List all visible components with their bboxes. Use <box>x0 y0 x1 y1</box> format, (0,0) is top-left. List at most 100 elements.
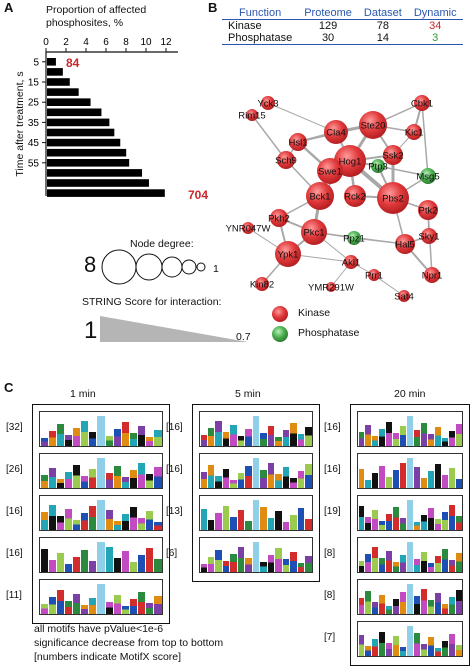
bar <box>47 148 127 157</box>
motif-logo <box>199 411 313 447</box>
x-tick-label: 2 <box>63 37 69 48</box>
node-label: Kic1 <box>405 128 423 139</box>
col-function: Function <box>222 7 299 20</box>
network-node-msg5 <box>420 168 436 184</box>
node-label: Pkh2 <box>268 214 290 225</box>
cell: 30 <box>298 32 358 45</box>
network-node-npr1 <box>424 267 440 283</box>
column-title-20min: 20 min <box>394 388 426 400</box>
x-tick-label: 12 <box>160 37 172 48</box>
motif-logo <box>357 621 463 657</box>
node-label: Sch9 <box>275 156 297 167</box>
motif-logo <box>357 411 463 447</box>
network-node-ynr047w <box>242 222 254 234</box>
cell: 34 <box>429 20 442 32</box>
kinase-legend-icon <box>272 306 288 322</box>
panel-c-letter: C <box>4 380 14 395</box>
network-node-ste20 <box>359 111 387 139</box>
network-node-ssk2 <box>383 145 403 165</box>
function-table-header: Function Proteome Dataset Dynamic <box>222 7 463 20</box>
bar <box>47 169 143 177</box>
motif-logo <box>357 495 463 531</box>
node-label: Pkc1 <box>303 228 324 239</box>
network-edge <box>421 102 429 177</box>
network-node-akl1 <box>344 255 358 269</box>
node-label: Pbs2 <box>382 194 404 205</box>
node-label: Npr1 <box>422 271 443 282</box>
cell: 3 <box>407 32 463 45</box>
motif-logo <box>357 537 463 573</box>
panel-a-title-line2: phosphosites, % <box>46 17 124 29</box>
node-label: Ptp3 <box>368 162 388 173</box>
node-label: Prr1 <box>365 271 383 282</box>
network-node-pbs2 <box>377 182 409 214</box>
cell: Kinase <box>228 20 262 32</box>
col-dynamic: Dynamic <box>407 7 463 20</box>
y-tick-label: 45 <box>28 138 40 149</box>
motif-column-box <box>32 404 170 624</box>
col-dataset: Dataset <box>357 7 408 20</box>
x-tick-label: 0 <box>43 37 49 48</box>
motif-logo <box>199 453 313 489</box>
network-node-ppz1 <box>347 231 361 245</box>
motif-score: [16] <box>166 422 183 433</box>
legend-phosphatase: Phosphatase <box>298 327 360 339</box>
node-label: Yck3 <box>257 99 278 110</box>
network-edge <box>267 102 337 133</box>
bar <box>47 78 70 86</box>
legend-string-max: 1 <box>84 317 98 344</box>
motif-score: [6] <box>166 548 178 559</box>
interaction-network: Yck3 Cbk1 Cla4 Ste20 Kic1 Hsl1 Rim15 Hog1 Ssk2 Sc… <box>226 95 443 303</box>
x-tick-label: 6 <box>103 37 109 48</box>
network-node-hsl1 <box>289 133 307 151</box>
panel-a-title-line1: Proportion of affected <box>46 4 147 16</box>
bar <box>47 189 165 197</box>
bar <box>47 88 79 96</box>
bar <box>47 108 102 117</box>
bar <box>47 68 63 76</box>
y-tick-label: 15 <box>28 78 40 89</box>
network-node-cla4 <box>324 120 348 144</box>
legend-degree-title: Node degree: <box>130 238 194 250</box>
node-label: Ptk2 <box>418 206 437 217</box>
x-tick-label: 4 <box>83 37 89 48</box>
cell: 129 <box>318 20 338 32</box>
motif-score: [19] <box>324 506 341 517</box>
note-line-1: all motifs have pValue<1e-6 <box>34 623 164 635</box>
legend-degree-max: 8 <box>84 252 97 277</box>
node-label: Rim15 <box>238 111 265 122</box>
node-label: Hsl1 <box>288 138 307 149</box>
network-node-ymr291w <box>326 282 336 292</box>
motif-score: [11] <box>6 590 22 601</box>
motif-logo <box>39 495 163 531</box>
cell: Phosphatase <box>222 32 299 45</box>
bar <box>47 159 130 167</box>
legend-degree-circles <box>101 249 206 285</box>
node-label: Akl1 <box>342 258 360 269</box>
node-label: Ppz1 <box>343 234 365 245</box>
motif-column-box <box>350 404 470 666</box>
network-node-ypk1 <box>275 241 301 267</box>
legend-kinase: Kinase <box>298 307 331 319</box>
motif-column-box <box>192 404 320 582</box>
panel-b-letter: B <box>208 0 218 15</box>
motif-logo <box>357 579 463 615</box>
col-proteome: Proteome <box>298 7 358 20</box>
motif-score: [16] <box>324 422 341 433</box>
network-edge <box>377 165 429 177</box>
motif-score: [32] <box>6 422 23 433</box>
network-edge <box>251 114 287 161</box>
cell: 78 <box>376 20 389 32</box>
legend-string-title: STRING Score for interaction: <box>82 296 222 308</box>
motif-score: [26] <box>6 464 23 475</box>
bar <box>47 138 121 147</box>
motif-score: [7] <box>324 632 336 643</box>
node-label: Ste20 <box>361 121 386 132</box>
network-node-sch9 <box>277 151 295 169</box>
phosphatase-legend-icon <box>272 326 288 342</box>
motif-logo <box>199 537 313 573</box>
y-tick-label: 55 <box>28 158 40 169</box>
network-node-kin82 <box>255 277 269 291</box>
column-title-5min: 5 min <box>235 388 261 400</box>
cell: 14 <box>357 32 408 45</box>
